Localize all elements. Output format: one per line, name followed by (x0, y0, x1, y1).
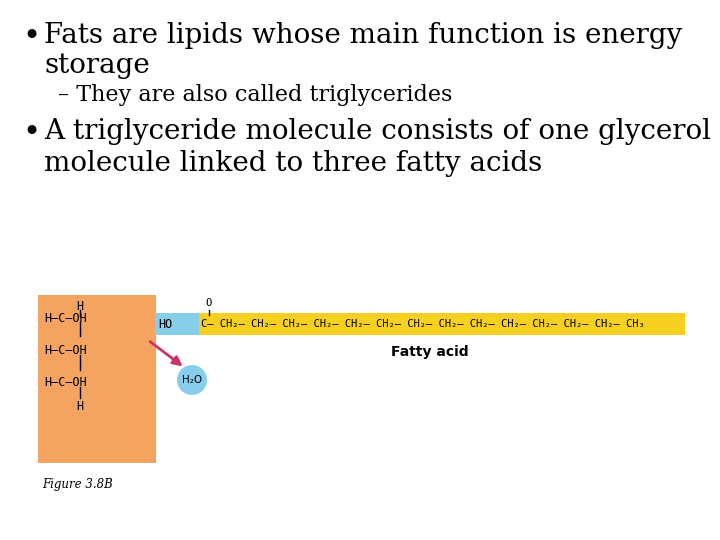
Text: •: • (22, 118, 40, 149)
Bar (155, 313, 199, 335)
Text: A triglyceride molecule consists of one glycerol: A triglyceride molecule consists of one … (44, 118, 711, 145)
Text: H₂O: H₂O (182, 375, 202, 385)
Circle shape (177, 365, 207, 395)
Text: C– CH₂– CH₂– CH₂– CH₂– CH₂– CH₂– CH₂– CH₂– CH₂– CH₂– CH₂– CH₂– CH₂– CH₃: C– CH₂– CH₂– CH₂– CH₂– CH₂– CH₂– CH₂– CH… (201, 319, 644, 329)
Text: H–C–OH: H–C–OH (44, 312, 86, 325)
Text: Figure 3.8B: Figure 3.8B (42, 478, 113, 491)
Text: – They are also called triglycerides: – They are also called triglycerides (58, 84, 452, 106)
Text: H: H (76, 300, 84, 313)
Text: molecule linked to three fatty acids: molecule linked to three fatty acids (44, 150, 542, 177)
Text: H–C–OH: H–C–OH (44, 343, 86, 356)
Text: O: O (206, 298, 212, 308)
Bar (38, 295, 156, 463)
Text: •: • (22, 22, 40, 53)
Text: Fats are lipids whose main function is energy: Fats are lipids whose main function is e… (44, 22, 683, 49)
Text: storage: storage (44, 52, 150, 79)
Text: H: H (76, 400, 84, 413)
Text: H–C–OH: H–C–OH (44, 375, 86, 388)
Text: HO: HO (158, 318, 172, 330)
Bar (155, 313, 685, 335)
Text: Fatty acid: Fatty acid (391, 345, 469, 359)
